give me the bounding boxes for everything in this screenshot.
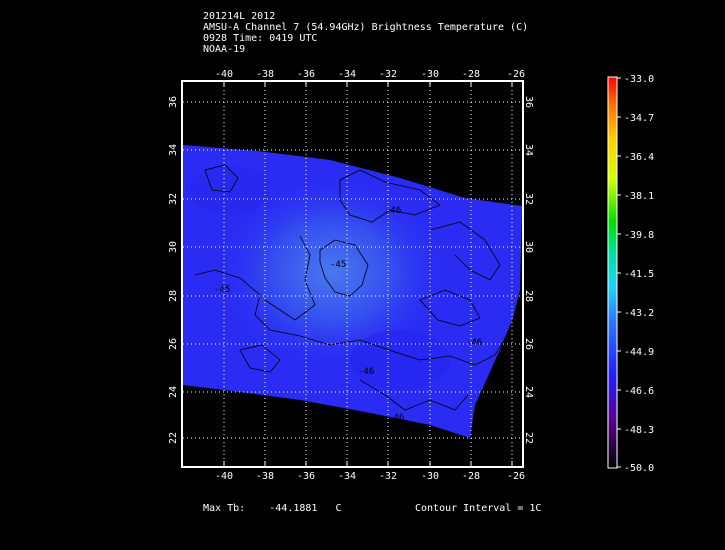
lat-tick-label: 22 (168, 432, 179, 444)
date-time: 0928 Time: 0419 UTC (203, 33, 318, 44)
contour-label: -45 (330, 260, 346, 270)
lat-labels-right: 36 34 32 30 28 26 24 22 (523, 96, 534, 444)
colorbar-label: -39.8 (624, 230, 654, 241)
lon-labels-bottom: -40 -38 -36 -34 -32 -30 -28 -26 (215, 471, 525, 482)
max-tb-readout: Max Tb: -44.1881 C (203, 503, 342, 514)
colorbar-label: -33.0 (624, 74, 654, 85)
colorbar-label: -46.6 (624, 386, 654, 397)
lat-tick-label: 36 (523, 96, 534, 108)
storm-id: 201214L 2012 (203, 11, 276, 22)
contour-label: -46 (466, 338, 482, 348)
lat-tick-label: 30 (168, 241, 179, 253)
colorbar-label: -44.9 (624, 347, 654, 358)
lat-tick-label: 22 (523, 432, 534, 444)
lon-tick-label: -30 (421, 69, 439, 80)
lon-tick-label: -40 (215, 69, 233, 80)
colorbar-label: -41.5 (624, 269, 654, 280)
lon-tick-label: -36 (297, 69, 315, 80)
lon-tick-label: -34 (338, 471, 356, 482)
lon-labels-top: -40 -38 -36 -34 -32 -30 -28 -26 (215, 69, 525, 80)
lat-labels-left: 36 34 32 30 28 26 24 22 (168, 96, 179, 444)
contour-label: -45 (214, 285, 230, 295)
lon-tick-label: -28 (462, 471, 480, 482)
lon-tick-label: -38 (256, 471, 274, 482)
lat-tick-label: 28 (523, 290, 534, 302)
lat-tick-label: 30 (523, 241, 534, 253)
contour-label: -46 (388, 413, 404, 423)
colorbar-label: -38.1 (624, 191, 654, 202)
colorbar-label: -48.3 (624, 425, 654, 436)
lon-tick-label: -26 (507, 69, 525, 80)
colorbar-gradient (607, 76, 618, 469)
lon-tick-label: -26 (507, 471, 525, 482)
lon-tick-label: -32 (379, 471, 397, 482)
lat-tick-label: 34 (523, 144, 534, 156)
colorbar-label: -36.4 (624, 152, 654, 163)
lon-tick-label: -36 (297, 471, 315, 482)
colorbar-label: -50.0 (624, 463, 654, 474)
brightness-swath (183, 145, 522, 438)
lon-tick-label: -32 (379, 69, 397, 80)
product-title: AMSU-A Channel 7 (54.94GHz) Brightness T… (203, 22, 529, 33)
graticule (183, 82, 522, 466)
colorbar-label: -34.7 (624, 113, 654, 124)
colorbar-label: -43.2 (624, 308, 654, 319)
max-tb-unit: C (335, 503, 342, 514)
lat-tick-label: 32 (168, 193, 179, 205)
contour-label-group: -46 -45 -45 -46 -46 -46 (214, 206, 482, 423)
lon-tick-label: -38 (256, 69, 274, 80)
contour-label: -46 (358, 367, 374, 377)
contour-label: -46 (385, 206, 401, 216)
lat-tick-label: 24 (523, 386, 534, 398)
lat-tick-label: 26 (523, 338, 534, 350)
axis-ticks (223, 81, 513, 467)
satellite-name: NOAA-19 (203, 44, 246, 55)
lat-tick-label: 24 (168, 386, 179, 398)
lat-tick-label: 34 (168, 144, 179, 156)
lat-tick-label: 26 (168, 338, 179, 350)
lon-tick-label: -28 (462, 69, 480, 80)
map-frame (181, 80, 524, 468)
lat-tick-label: 28 (168, 290, 179, 302)
lon-tick-label: -34 (338, 69, 356, 80)
contour-interval: Contour Interval = 1C (415, 503, 542, 514)
colorbar: -33.0 -34.7 -36.4 -38.1 -39.8 -41.5 -43.… (607, 74, 654, 474)
max-tb-value: -44.1881 (269, 503, 318, 514)
title-block: 201214L 2012 AMSU-A Channel 7 (54.94GHz)… (203, 11, 528, 55)
max-tb-label: Max Tb: (203, 503, 246, 514)
lon-tick-label: -30 (421, 471, 439, 482)
lat-tick-label: 32 (523, 193, 534, 205)
lon-tick-label: -40 (215, 471, 233, 482)
lat-tick-label: 36 (168, 96, 179, 108)
